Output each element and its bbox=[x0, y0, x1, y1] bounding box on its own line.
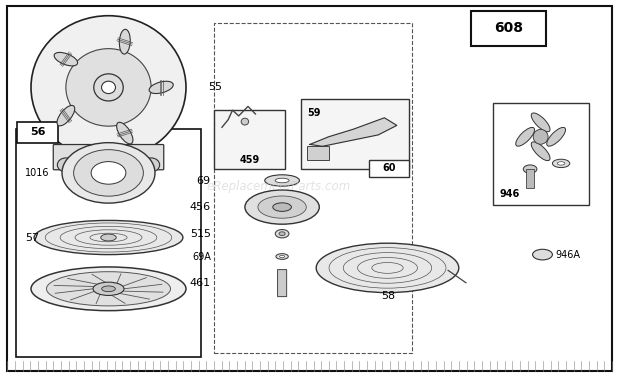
Ellipse shape bbox=[94, 74, 123, 101]
Ellipse shape bbox=[276, 254, 288, 260]
Text: 456: 456 bbox=[190, 202, 211, 212]
Ellipse shape bbox=[531, 113, 550, 132]
Ellipse shape bbox=[57, 158, 74, 172]
Text: eReplacementParts.com: eReplacementParts.com bbox=[207, 180, 351, 193]
Bar bbox=[526, 169, 534, 188]
Text: 946A: 946A bbox=[555, 250, 580, 260]
Ellipse shape bbox=[552, 159, 570, 168]
Text: 59: 59 bbox=[307, 108, 321, 118]
Text: 461: 461 bbox=[190, 278, 211, 288]
Bar bbox=[16, 129, 202, 357]
Ellipse shape bbox=[316, 243, 459, 293]
Ellipse shape bbox=[531, 142, 550, 161]
Ellipse shape bbox=[102, 286, 115, 292]
Ellipse shape bbox=[273, 203, 291, 211]
Text: 69: 69 bbox=[197, 176, 211, 185]
Ellipse shape bbox=[557, 162, 565, 165]
Bar bbox=[301, 99, 409, 169]
Ellipse shape bbox=[100, 234, 117, 241]
Ellipse shape bbox=[62, 142, 155, 203]
Ellipse shape bbox=[102, 81, 115, 93]
Text: 515: 515 bbox=[190, 229, 211, 239]
Polygon shape bbox=[310, 118, 397, 146]
Ellipse shape bbox=[275, 230, 289, 238]
Ellipse shape bbox=[245, 190, 319, 224]
Ellipse shape bbox=[31, 16, 186, 159]
Text: 57: 57 bbox=[25, 233, 39, 242]
Ellipse shape bbox=[34, 220, 183, 255]
Text: 56: 56 bbox=[30, 127, 45, 137]
FancyBboxPatch shape bbox=[53, 144, 164, 170]
Ellipse shape bbox=[279, 232, 285, 236]
Ellipse shape bbox=[265, 175, 299, 186]
Ellipse shape bbox=[143, 158, 160, 172]
Ellipse shape bbox=[547, 127, 565, 146]
Ellipse shape bbox=[241, 118, 249, 125]
Ellipse shape bbox=[117, 122, 133, 144]
Text: 946: 946 bbox=[499, 189, 520, 199]
Bar bbox=[493, 103, 589, 205]
Ellipse shape bbox=[258, 196, 306, 218]
Ellipse shape bbox=[91, 162, 126, 184]
Bar bbox=[471, 11, 546, 46]
Ellipse shape bbox=[523, 165, 537, 173]
Ellipse shape bbox=[93, 282, 124, 296]
Ellipse shape bbox=[66, 49, 151, 126]
Ellipse shape bbox=[280, 255, 285, 258]
Bar bbox=[17, 122, 58, 142]
Text: 69A: 69A bbox=[192, 252, 211, 261]
Bar bbox=[307, 146, 329, 160]
Text: 459: 459 bbox=[239, 155, 260, 165]
Ellipse shape bbox=[119, 29, 130, 54]
Text: 58: 58 bbox=[381, 291, 396, 301]
Ellipse shape bbox=[533, 249, 552, 260]
FancyBboxPatch shape bbox=[100, 156, 117, 181]
Ellipse shape bbox=[57, 105, 75, 126]
FancyBboxPatch shape bbox=[278, 269, 286, 297]
Ellipse shape bbox=[74, 150, 143, 196]
Ellipse shape bbox=[31, 267, 186, 311]
Ellipse shape bbox=[46, 272, 170, 306]
Bar bbox=[214, 23, 412, 353]
Circle shape bbox=[533, 129, 548, 144]
Text: 60: 60 bbox=[383, 163, 396, 173]
Bar bbox=[214, 110, 285, 169]
Ellipse shape bbox=[149, 81, 173, 93]
Ellipse shape bbox=[516, 127, 534, 146]
Text: 1016: 1016 bbox=[25, 168, 50, 178]
Ellipse shape bbox=[275, 178, 289, 183]
Text: 55: 55 bbox=[208, 82, 222, 92]
Ellipse shape bbox=[54, 52, 78, 66]
Text: 608: 608 bbox=[494, 22, 523, 35]
Bar bbox=[369, 160, 409, 177]
